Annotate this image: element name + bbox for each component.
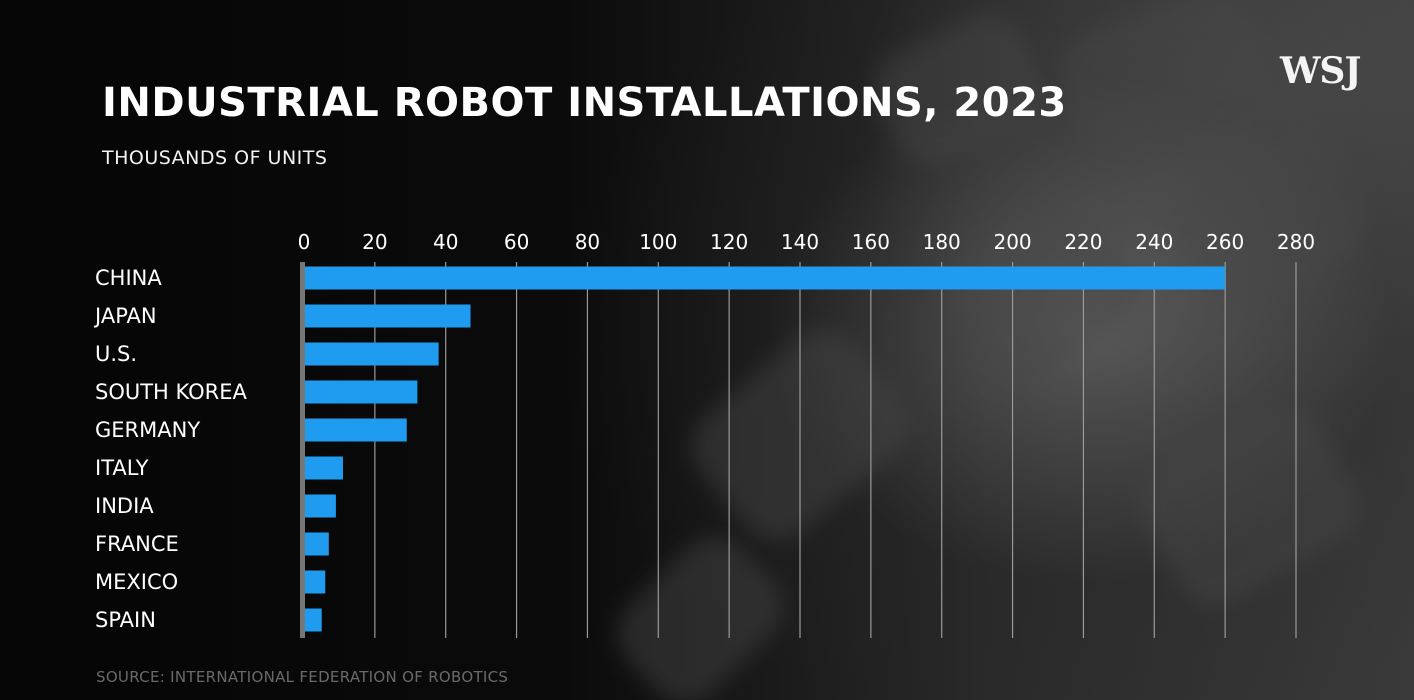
x-tick-label: 160: [852, 230, 890, 254]
bar: [304, 418, 407, 442]
wsj-logo: WSJ: [1280, 50, 1361, 92]
x-tick-label: 280: [1277, 230, 1315, 254]
x-tick-label: 180: [923, 230, 961, 254]
chart-subtitle: THOUSANDS OF UNITS: [102, 147, 328, 169]
x-tick-label: 80: [575, 230, 600, 254]
category-label: JAPAN: [93, 304, 157, 328]
bar: [304, 532, 329, 556]
category-label: SPAIN: [95, 608, 156, 632]
source-note: SOURCE: INTERNATIONAL FEDERATION OF ROBO…: [96, 668, 509, 686]
bar: [304, 266, 1226, 290]
y-axis-line: [300, 262, 305, 638]
x-tick-label: 220: [1064, 230, 1102, 254]
x-tick-label: 200: [993, 230, 1031, 254]
category-label: INDIA: [95, 494, 154, 518]
category-label: ITALY: [95, 456, 149, 480]
x-tick-label: 140: [781, 230, 819, 254]
category-label: SOUTH KOREA: [95, 380, 248, 404]
bar: [304, 608, 322, 632]
x-tick-label: 260: [1206, 230, 1244, 254]
x-tick-label: 0: [298, 230, 311, 254]
category-label: MEXICO: [95, 570, 178, 594]
x-tick-label: 40: [433, 230, 458, 254]
category-label: GERMANY: [95, 418, 200, 442]
bar: [304, 494, 336, 518]
bar: [304, 570, 326, 594]
x-tick-label: 240: [1135, 230, 1173, 254]
x-tick-label: 20: [362, 230, 387, 254]
chart-title: INDUSTRIAL ROBOT INSTALLATIONS, 2023: [102, 80, 1067, 126]
category-label: U.S.: [95, 342, 137, 366]
bar: [304, 456, 343, 480]
category-label: CHINA: [95, 266, 162, 290]
x-tick-label: 60: [504, 230, 529, 254]
bar: [304, 380, 418, 404]
bar: [304, 342, 439, 366]
x-tick-label: 120: [710, 230, 748, 254]
bar: [304, 304, 471, 328]
category-label: FRANCE: [95, 532, 179, 556]
x-tick-label: 100: [639, 230, 677, 254]
